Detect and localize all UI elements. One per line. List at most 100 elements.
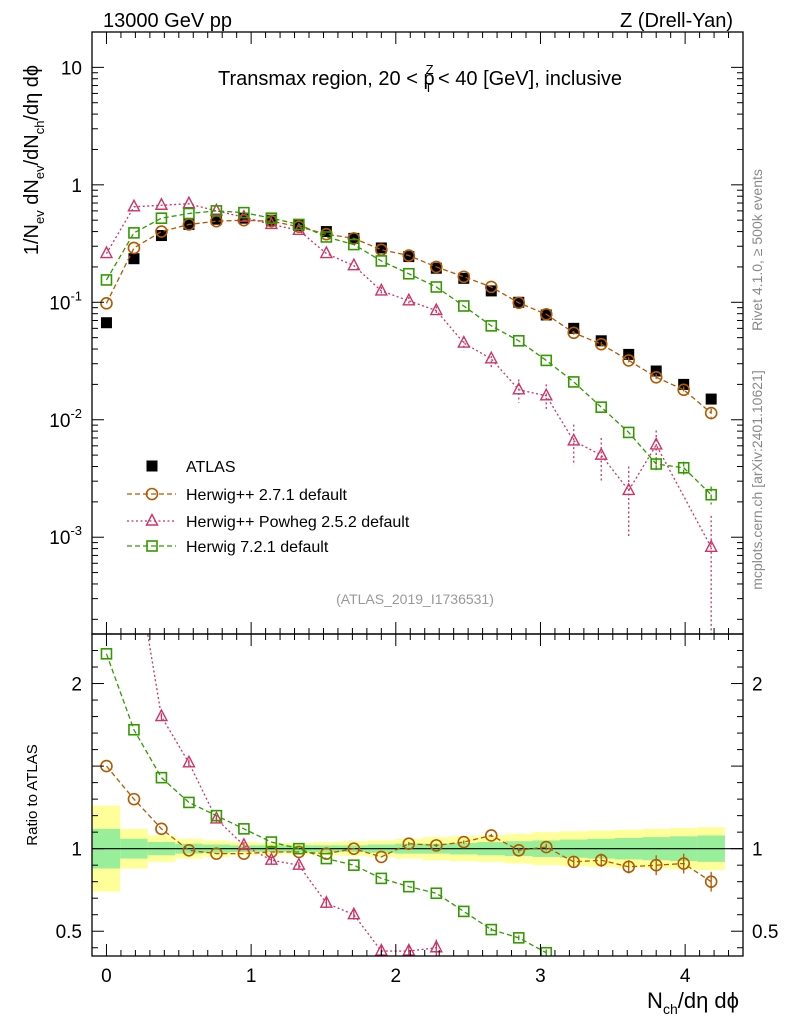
series-1-ratio-point	[567, 855, 581, 869]
series-1-point	[594, 337, 608, 351]
series-2-point	[209, 202, 224, 216]
series-2-ratio-point	[101, 380, 112, 391]
legend: ATLAS Herwig++ 2.7.1 default Herwig++ Powh…	[127, 459, 410, 556]
series-3-ratio-point	[238, 823, 250, 835]
series-0-point	[265, 214, 277, 226]
series-2-point	[567, 432, 581, 446]
series-2-point	[484, 350, 498, 364]
series-1-point	[567, 326, 581, 340]
series-1-ratio-point	[155, 822, 168, 836]
series-2-point	[182, 195, 196, 209]
series-1-point	[649, 370, 663, 384]
series-1-ratio-point	[704, 875, 718, 888]
legend-label: Herwig++ 2.7.1 default	[186, 487, 348, 504]
header-right: Z (Drell-Yan)	[620, 10, 733, 32]
series-3-ratio-point	[512, 932, 525, 944]
series-3-point	[430, 281, 443, 293]
series-2-point	[99, 245, 114, 259]
series-0-point	[595, 335, 607, 347]
y-tick-label-main: 10-3	[49, 523, 82, 549]
y-tick-label-main: 10-1	[49, 288, 82, 314]
series-2-point	[429, 302, 443, 316]
series-3-ratio-point	[457, 905, 470, 918]
series-1-ratio-point	[430, 839, 443, 852]
series-3-ratio-point	[375, 872, 388, 885]
series-2-point	[457, 335, 471, 348]
series-3-point	[512, 335, 525, 347]
series-3-ratio-line	[105, 653, 547, 954]
ratio-plot-series	[100, 380, 718, 956]
series-2-point	[622, 482, 636, 496]
series-3-point	[540, 354, 553, 367]
series-3-point	[155, 212, 168, 224]
series-2-ratio-point	[319, 895, 334, 908]
series-1-point	[512, 296, 526, 310]
y-tick-label-ratio: 2	[71, 675, 82, 696]
series-2-ratio-point	[237, 837, 251, 851]
series-3-point	[128, 227, 140, 239]
series-3-point	[595, 401, 608, 413]
series-2-ratio-point	[347, 906, 361, 920]
series-3-point	[403, 267, 415, 280]
series-1-point	[347, 232, 361, 245]
series-2-point	[319, 245, 334, 259]
series-0-point	[568, 322, 580, 334]
series-3-point	[375, 255, 388, 267]
series-3-point	[320, 231, 333, 243]
x-tick-label: 0	[101, 966, 112, 987]
series-2-ratio-point	[182, 754, 196, 768]
series-2-point	[374, 282, 388, 296]
series-2-ratio-point	[429, 939, 443, 953]
series-0-point	[458, 272, 470, 284]
header-left: 13000 GeV pp	[103, 10, 232, 32]
series-0-point	[485, 285, 497, 297]
series-2-point	[237, 209, 251, 222]
series-2-ratio-point	[209, 810, 224, 824]
y-tick-label-main: 1	[71, 176, 82, 197]
y-tick-label-ratio: 0.5	[56, 922, 82, 943]
series-3-point	[622, 426, 635, 439]
legend-marker	[145, 512, 159, 526]
x-tick-label: 4	[680, 966, 691, 987]
series-3-ratio-point	[128, 723, 140, 736]
series-3-point	[265, 212, 278, 224]
series-3-point	[457, 300, 470, 312]
series-1-ratio-line	[105, 765, 712, 883]
series-2-ratio-point	[154, 708, 169, 722]
series-1-point	[484, 280, 498, 294]
axes: 0 1 2 3 4 10-3 10-2 10-1 1 10 0.5 0.5 1 1 2 2	[49, 31, 778, 987]
series-2-point	[154, 197, 169, 210]
series-1-point	[402, 249, 416, 262]
series-2-point	[649, 436, 663, 450]
series-2-point	[347, 257, 361, 271]
y-tick-label-ratio: 1	[71, 840, 82, 861]
series-0-point	[403, 251, 415, 263]
series-1-ratio	[100, 759, 718, 892]
series-3-ratio-point	[293, 842, 305, 855]
legend-label: Herwig 7.2.1 default	[186, 539, 329, 556]
y-tick-label-main: 10-2	[49, 406, 82, 432]
legend-label: ATLAS	[186, 459, 236, 476]
series-3-point	[210, 205, 223, 217]
series-2-point	[127, 198, 141, 212]
y-tick-label-ratio-right: 1	[752, 840, 763, 861]
series-3-point	[485, 320, 498, 332]
series-2-point	[402, 292, 416, 306]
series-2-point	[594, 447, 608, 460]
series-3-ratio-point	[430, 887, 443, 900]
series-3-point	[100, 274, 113, 286]
series-1-point	[127, 241, 141, 255]
series-1-ratio-point	[677, 857, 690, 870]
series-3-point	[348, 238, 360, 251]
series-1-point	[704, 406, 718, 420]
plot-title: Transmax region, 20 < pZ T < 40 [GeV], in…	[218, 62, 622, 95]
series-0-point	[128, 253, 140, 265]
series-3-ratio-point	[265, 836, 278, 848]
series-1-ratio-point	[512, 844, 526, 857]
series-3-ratio-point	[348, 859, 360, 871]
series-3-ratio-point	[485, 923, 498, 936]
series-1-ratio-point	[182, 844, 196, 857]
series-1-ratio-point	[127, 792, 141, 806]
series-3-point	[238, 206, 250, 219]
